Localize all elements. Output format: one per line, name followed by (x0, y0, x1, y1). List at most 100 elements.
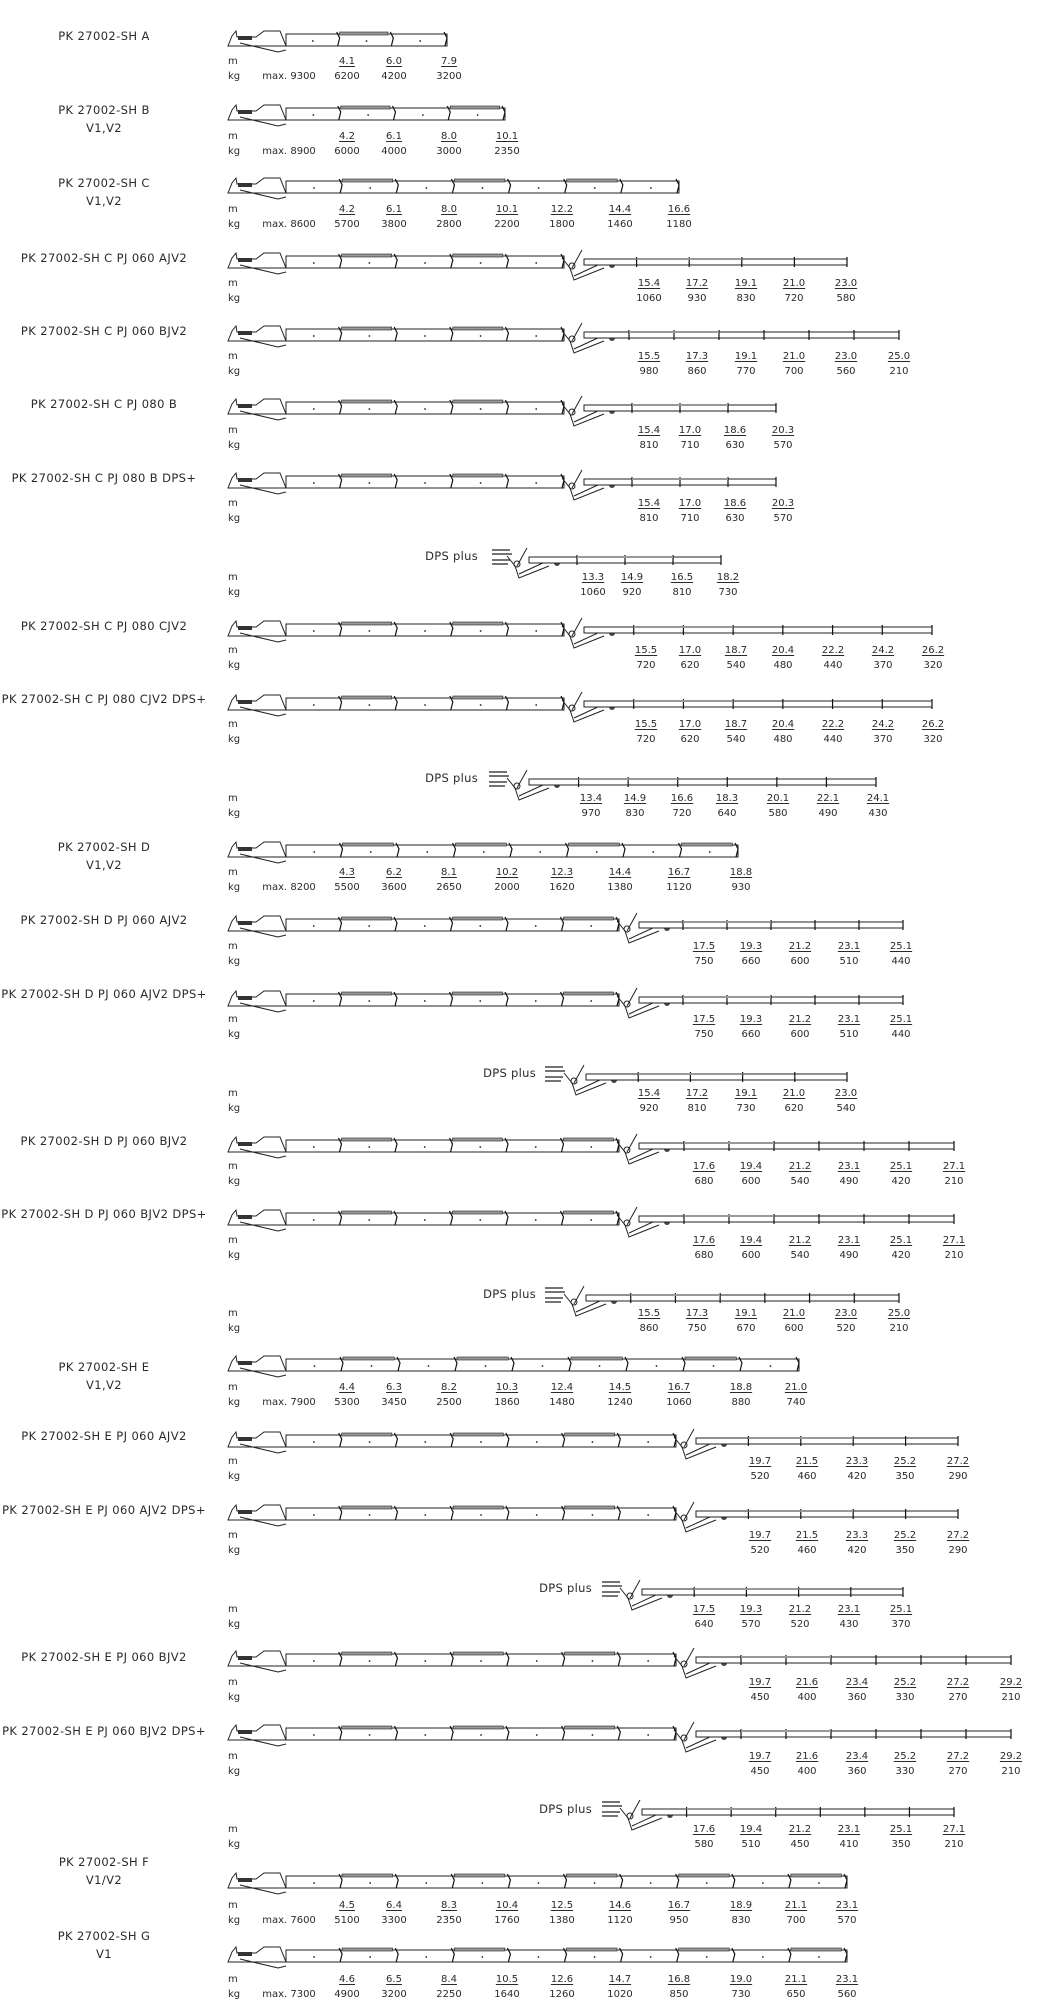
unit-m-label: m (228, 498, 238, 509)
unit-kg-label: kg (228, 1839, 241, 1850)
reach-value: 25.1 (889, 1604, 913, 1615)
load-value: 600 (790, 956, 810, 967)
boom-section-joint (443, 31, 448, 47)
dps-plus-label: DPS plus (539, 1802, 592, 1816)
load-value: 420 (891, 1176, 911, 1187)
boom-section-joint (563, 178, 568, 194)
lift-cylinder-icon (239, 1443, 287, 1454)
crane-diagram (227, 249, 848, 281)
crane-diagram (227, 1871, 848, 1895)
boom-section-joint (396, 1356, 401, 1372)
boom-section-joint (562, 1947, 568, 1963)
reach-value: 23.3 (845, 1456, 869, 1467)
crane-column-icon (227, 103, 287, 121)
unit-kg-label: kg (228, 1471, 241, 1482)
reach-value: 18.2 (716, 572, 740, 583)
boom-section-joint (616, 1651, 621, 1667)
load-value: 400 (797, 1692, 817, 1703)
unit-m-label: m (228, 1088, 238, 1099)
boom-section-joint (393, 695, 398, 711)
boom-section-joint (505, 1651, 510, 1667)
load-value: 5300 (334, 1397, 360, 1408)
load-value: 520 (750, 1545, 770, 1556)
load-value: 370 (873, 734, 893, 745)
crane-diagram (227, 395, 777, 427)
lift-cylinder-icon (239, 1367, 287, 1378)
jib-knuckle-icon (561, 617, 605, 649)
boom-section-joint (450, 178, 456, 194)
reach-value: 16.7 (667, 1382, 691, 1393)
reach-value: 10.3 (495, 1382, 519, 1393)
load-value: 950 (669, 1915, 689, 1926)
boom-section-joint (448, 991, 454, 1007)
model-title: PK 27002-SH C PJ 080 CJV2 DPS+ (1, 692, 207, 706)
load-value: 680 (694, 1176, 714, 1187)
load-value: 350 (895, 1545, 915, 1556)
dps-plus-label: DPS plus (483, 1287, 536, 1301)
load-value: 430 (839, 1619, 859, 1630)
main-boom (285, 255, 565, 269)
unit-kg-label: kg (228, 1250, 241, 1261)
reach-value: 22.2 (821, 719, 845, 730)
jib-knuckle-icon (561, 249, 605, 281)
reach-value: 27.2 (946, 1530, 970, 1541)
reach-value: 19.3 (739, 1604, 763, 1615)
boom-section-joint (448, 1210, 454, 1226)
load-value: 1060 (666, 1397, 692, 1408)
load-value: 620 (680, 660, 700, 671)
unit-kg-label: kg (228, 1692, 241, 1703)
load-value: 1640 (494, 1989, 520, 2000)
load-value: 330 (895, 1766, 915, 1777)
dps-plus-label: DPS plus (425, 549, 478, 563)
reach-value: 16.7 (667, 867, 691, 878)
lift-cylinder-icon (239, 706, 287, 717)
reach-value: 18.7 (724, 645, 748, 656)
boom-section-joint (391, 105, 397, 121)
reach-value: 4.6 (339, 1974, 355, 1985)
load-value: 2250 (436, 1989, 462, 2000)
boom-section-joint (338, 1505, 343, 1521)
boom-section-joint (453, 1356, 458, 1372)
model-title: PK 27002-SH F (58, 1855, 150, 1869)
crane-column-icon (227, 1723, 287, 1741)
model-variant: V1,V2 (85, 858, 123, 872)
reach-value: 23.1 (837, 1604, 861, 1615)
jib-knuckle-icon (616, 1206, 660, 1238)
reach-value: 18.8 (729, 867, 753, 878)
load-value: 750 (694, 1029, 714, 1040)
crane-column-icon (227, 1503, 287, 1521)
crane-column-icon (227, 1871, 287, 1889)
load-value: 720 (636, 660, 656, 671)
unit-kg-label: kg (228, 1619, 241, 1630)
boom-section-joint (504, 473, 510, 489)
boom-section-joint (505, 1432, 510, 1448)
reach-value: 23.0 (834, 278, 858, 289)
reach-value: 20.3 (771, 425, 795, 436)
load-value: 650 (786, 1989, 806, 2000)
lift-cylinder-icon (239, 1002, 287, 1013)
reach-value: 17.0 (678, 425, 702, 436)
boom-section-joint (393, 1432, 399, 1448)
load-value: 210 (944, 1839, 964, 1850)
model-variant: V1,V2 (85, 1378, 123, 1392)
lift-cylinder-icon (239, 632, 287, 643)
reach-value: 15.4 (637, 1088, 661, 1099)
main-boom (285, 623, 565, 637)
reach-value: 4.1 (339, 56, 355, 67)
load-value: 930 (731, 882, 751, 893)
reach-value: 24.1 (866, 793, 890, 804)
max-load-value: max. 7900 (262, 1397, 316, 1408)
load-value: 2350 (436, 1915, 462, 1926)
load-value: 360 (847, 1692, 867, 1703)
reach-value: 17.5 (692, 1604, 716, 1615)
unit-kg-label: kg (228, 366, 241, 377)
load-value: 540 (726, 734, 746, 745)
main-boom (285, 1358, 800, 1372)
boom-section-joint (393, 473, 398, 489)
load-value: 620 (784, 1103, 804, 1114)
model-variant: V1,V2 (85, 194, 123, 208)
jib-knuckle-icon (561, 469, 605, 501)
max-load-value: max. 7300 (262, 1989, 316, 2000)
load-value: 600 (741, 1176, 761, 1187)
load-value: 680 (694, 1250, 714, 1261)
